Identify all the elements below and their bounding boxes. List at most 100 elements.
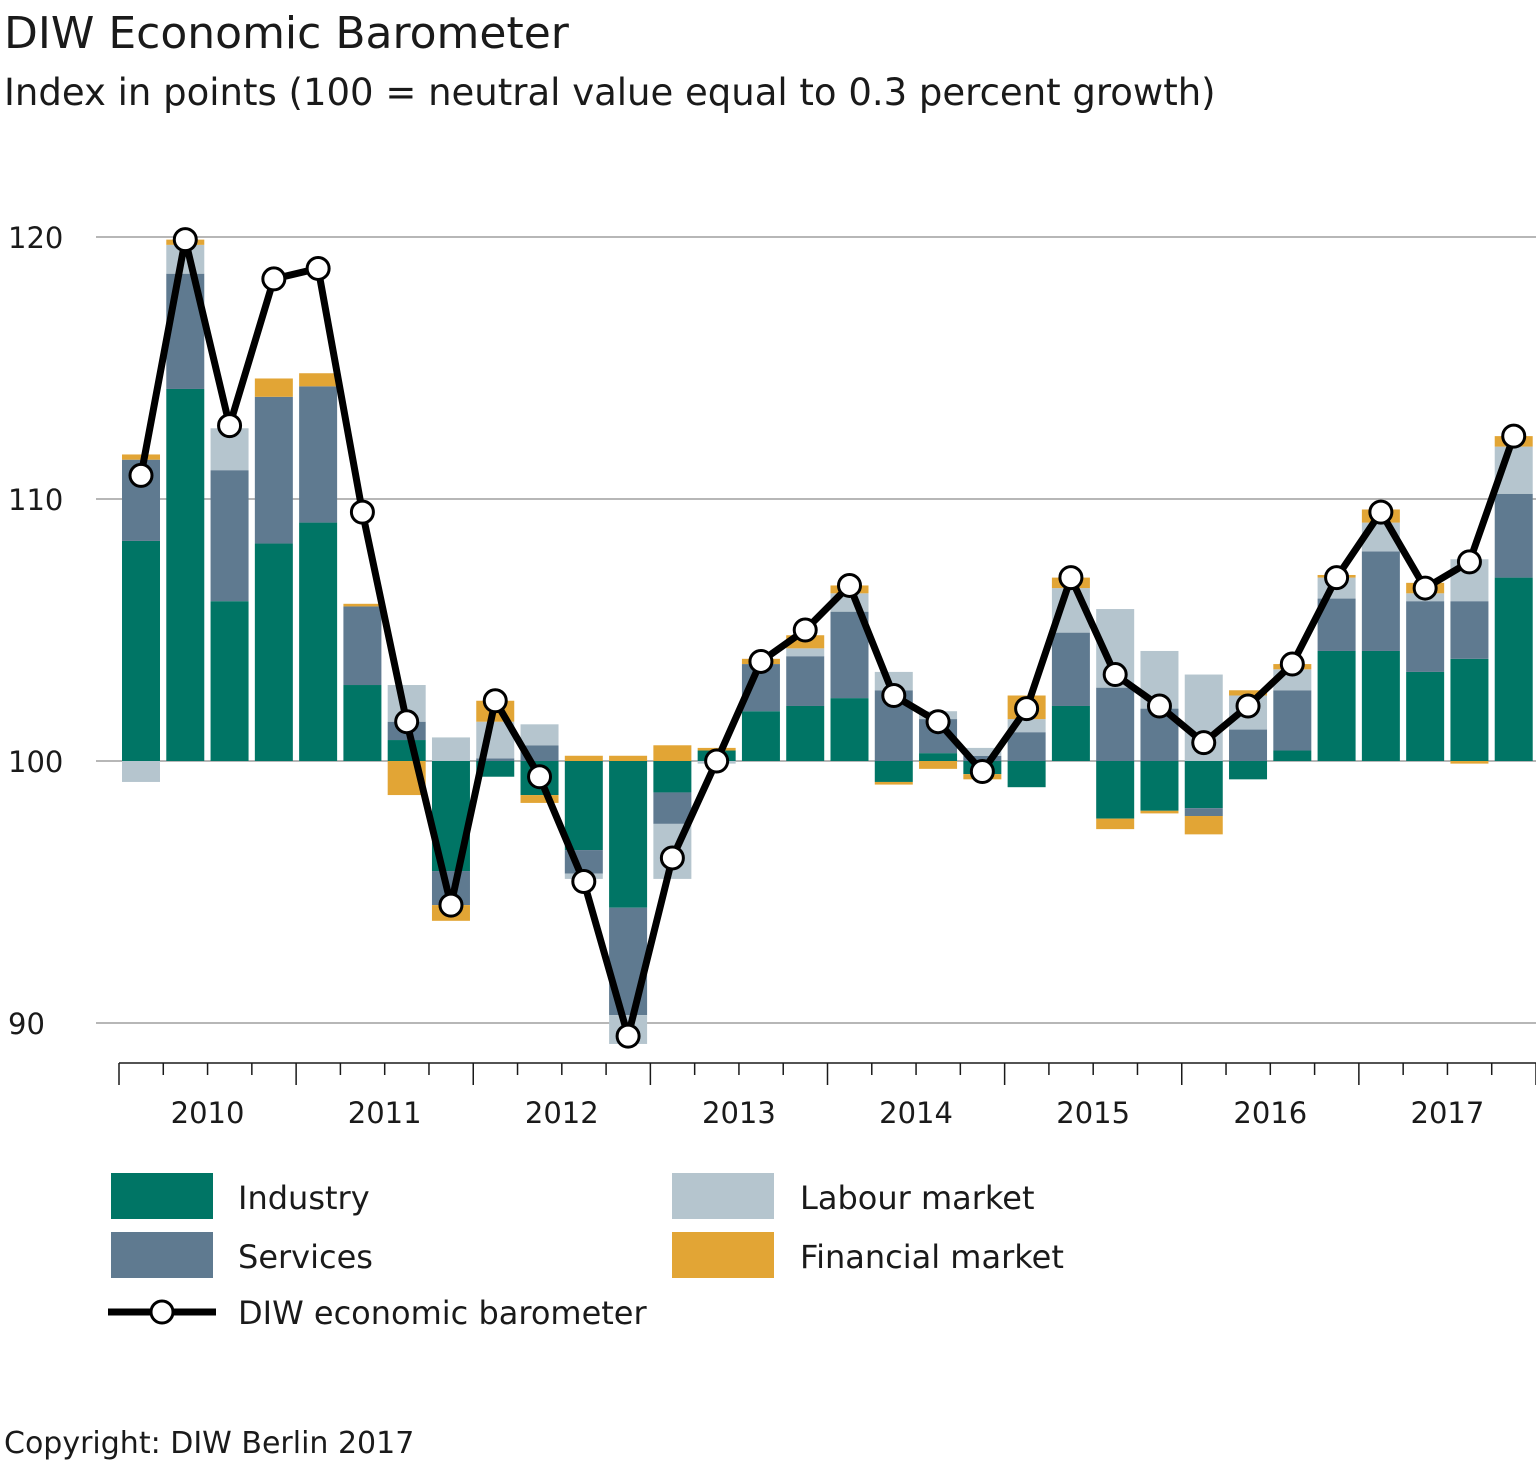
x-tick-label: 2014 (879, 1096, 953, 1130)
legend-label-services: Services (238, 1238, 373, 1276)
bar-services (1273, 690, 1312, 751)
barometer-point (305, 255, 331, 281)
legend-label-labour: Labour market (800, 1179, 1035, 1217)
bar-services (1184, 808, 1223, 817)
x-tick-label: 2015 (1056, 1096, 1130, 1130)
barometer-point (1058, 565, 1084, 591)
chart-title: DIW Economic Barometer (4, 8, 569, 59)
barometer-point (217, 413, 243, 439)
bar-industry (786, 705, 825, 761)
bar-services (1361, 551, 1400, 651)
bar-services (1450, 601, 1489, 659)
bar-industry (1361, 650, 1400, 761)
bar-industry (387, 740, 426, 761)
bar-industry (919, 753, 958, 761)
bar-labour (431, 737, 470, 761)
bar-services (1051, 632, 1090, 706)
barometer-point (1412, 575, 1438, 601)
y-tick-label: 110 (8, 483, 63, 517)
bar-industry (343, 685, 382, 761)
barometer-point (172, 227, 198, 253)
bar-services (1096, 687, 1135, 761)
bar-industry (1317, 650, 1356, 761)
barometer-point (925, 709, 951, 735)
barometer-point (881, 683, 907, 708)
barometer-point (1235, 693, 1261, 719)
bar-financial (1140, 810, 1179, 814)
bar-industry (1229, 761, 1268, 780)
barometer-point (1324, 565, 1350, 591)
bar-industry (1007, 761, 1046, 788)
chart-subtitle: Index in points (100 = neutral value equ… (4, 71, 1216, 114)
barometer-point (482, 688, 508, 714)
bar-financial (1096, 818, 1135, 830)
bar-industry (1184, 761, 1223, 809)
legend-swatch-financial (672, 1232, 774, 1278)
barometer-point (1501, 423, 1527, 449)
barometer-point (571, 869, 597, 895)
bar-industry (830, 698, 869, 761)
bar-services (1494, 493, 1533, 578)
legend: Industry Labour market Services Financial m… (108, 1173, 1064, 1332)
bar-financial (343, 603, 382, 607)
y-tick-label: 120 (8, 221, 63, 255)
legend-swatch-industry (111, 1173, 213, 1219)
bar-financial (1450, 761, 1489, 764)
bar-industry (741, 711, 780, 761)
bar-industry (1096, 761, 1135, 819)
legend-label-industry: Industry (238, 1179, 370, 1217)
legend-swatch-marker (149, 1299, 175, 1325)
bar-services (254, 396, 293, 544)
x-tick-label: 2011 (348, 1096, 422, 1130)
bar-financial (254, 378, 293, 397)
barometer-point (704, 748, 730, 774)
bar-industry (1450, 658, 1489, 761)
barometer-point (394, 709, 420, 735)
barometer-point (837, 572, 862, 598)
bar-services (1229, 729, 1268, 761)
bar-industry (122, 540, 160, 761)
bar-labour (786, 648, 825, 657)
legend-swatch-services (111, 1232, 213, 1278)
bar-industry (476, 761, 515, 777)
bar-financial (299, 373, 338, 387)
barometer-point (969, 758, 995, 784)
y-tick-label: 100 (8, 745, 63, 779)
bar-industry (210, 601, 249, 761)
bar-financial (1184, 816, 1223, 835)
bar-services (299, 386, 338, 523)
barometer-point (438, 892, 464, 918)
bar-services (343, 606, 382, 686)
legend-swatch-labour (672, 1173, 774, 1219)
x-tick-label: 2017 (1411, 1096, 1485, 1130)
bar-financial (1229, 690, 1268, 696)
bar-services (210, 470, 249, 602)
bar-financial (653, 745, 692, 761)
bar-industry (609, 761, 648, 908)
bar-industry (1140, 761, 1179, 811)
bar-industry (1051, 705, 1090, 761)
copyright-note: Copyright: DIW Berlin 2017 (4, 1426, 415, 1461)
barometer-point (1102, 662, 1128, 688)
barometer-point (1456, 549, 1482, 575)
bar-financial (520, 795, 559, 803)
x-tick-label: 2016 (1233, 1096, 1307, 1130)
barometer-point (1191, 730, 1217, 756)
barometer-point (527, 764, 553, 790)
barometer-point (792, 617, 818, 643)
barometer-point (1368, 499, 1394, 525)
bar-industry (166, 388, 205, 761)
bar-financial (564, 755, 603, 761)
bar-industry (1494, 577, 1533, 761)
barometer-point (659, 845, 685, 871)
x-axis: 2010 2011 2012 2013 2014 2015 2016 2017 (118, 1062, 1536, 1130)
barometer-point (615, 1023, 641, 1049)
bar-industry (254, 543, 293, 761)
x-tick-label: 2010 (171, 1096, 245, 1130)
bar-labour (520, 724, 559, 746)
bar-industry (1406, 671, 1445, 761)
bar-industry (299, 522, 338, 761)
chart: 90 100 110 120 2010 2011 2012 2013 2014 2015 2016… (8, 221, 1536, 1332)
bar-services (963, 755, 1002, 761)
bar-labour (963, 747, 1002, 756)
